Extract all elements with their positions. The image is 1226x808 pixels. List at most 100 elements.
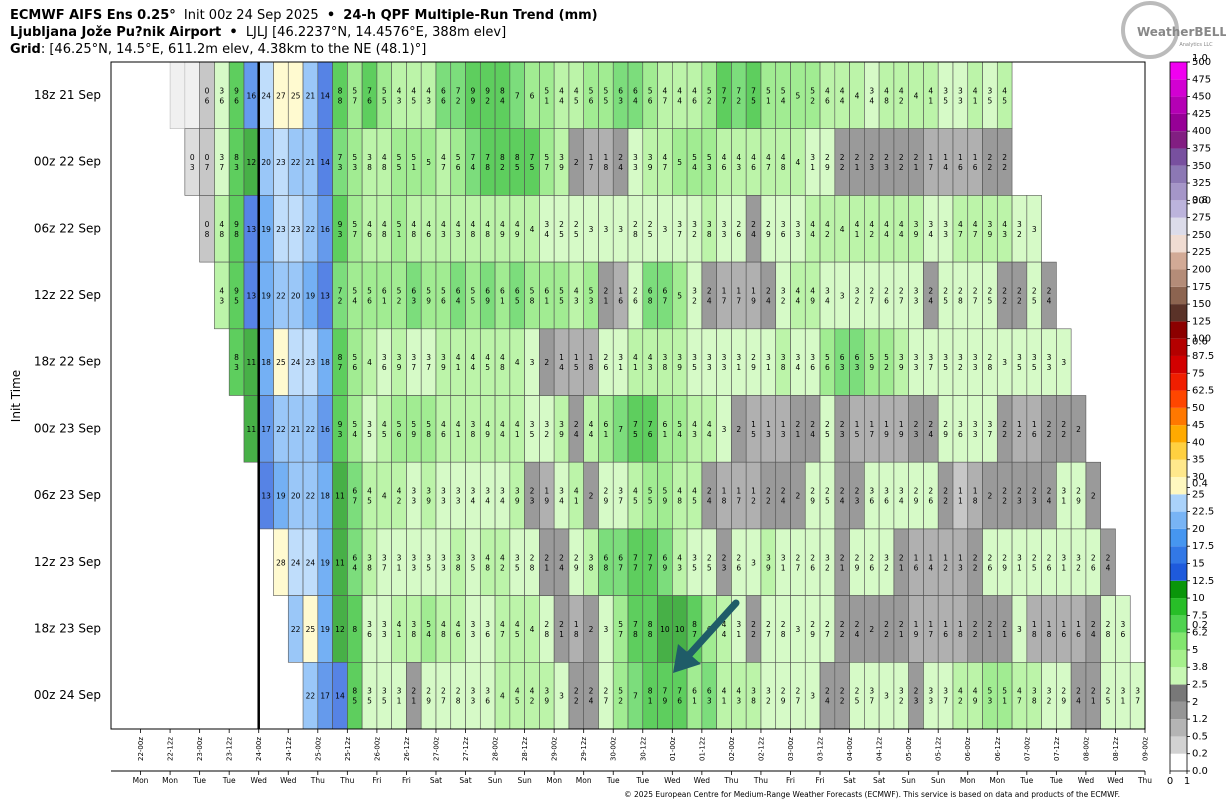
cell-label: 20 <box>291 291 301 300</box>
colorbar-band <box>1170 113 1187 132</box>
cell <box>435 528 452 596</box>
cell <box>347 528 363 596</box>
cell-label: 4 <box>367 358 372 367</box>
colorbar-band <box>1170 615 1187 633</box>
cell-label: 21 <box>306 158 316 167</box>
cell-label: 17 <box>320 692 330 701</box>
colorbar-band <box>1170 286 1187 305</box>
day-label: Tue <box>222 776 236 785</box>
x-tick-label: 08-00z <box>1082 737 1090 761</box>
x-tick-label: 03-00z <box>787 737 795 761</box>
colorbar-label: 375 <box>1192 143 1211 154</box>
colorbar-band <box>1170 338 1187 356</box>
x-tick-label: 23-00z <box>196 737 204 761</box>
cell-label: 13 <box>261 492 271 501</box>
x-tick-label: 02-12z <box>757 737 765 761</box>
cell-label: 19 <box>276 492 286 501</box>
cell-label: 22 <box>306 492 316 501</box>
day-label: Wed <box>694 776 711 785</box>
x-tick-label: 26-12z <box>403 737 411 761</box>
day-label: Sat <box>459 776 471 785</box>
arrow-head <box>673 644 701 673</box>
colorbar-band <box>1170 701 1187 720</box>
colorbar-band <box>1170 217 1187 235</box>
cell <box>878 528 895 596</box>
day-label: Wed <box>251 776 268 785</box>
colorbar-label: 10 <box>1192 593 1205 604</box>
cell <box>524 528 540 596</box>
cell-label: 11 <box>247 425 257 434</box>
colorbar-label: 17.5 <box>1192 541 1214 552</box>
cell-label: 5 <box>677 158 682 167</box>
colorbar-label: 62.5 <box>1192 386 1214 397</box>
x-tick-label: 06-12z <box>994 737 1002 761</box>
cell <box>568 528 584 596</box>
cell-label: 2 <box>869 625 874 634</box>
cell-label: 3 <box>751 558 756 567</box>
cell-label: 23 <box>276 225 286 234</box>
cell-label: 11 <box>335 492 345 501</box>
cell-label: 13 <box>247 225 257 234</box>
footer: © 2025 European Centre for Medium-Range … <box>624 790 1120 799</box>
logo: WeatherBELL Analytics LLC <box>1121 1 1226 59</box>
logo-text: WeatherBELL <box>1137 25 1226 39</box>
cell-label: 4 <box>515 358 520 367</box>
cell-label: 19 <box>320 558 330 567</box>
colorbar-label: 100 <box>1192 334 1211 345</box>
day-label: Sun <box>931 776 946 785</box>
x-tick-label: 22-00z <box>137 737 145 761</box>
